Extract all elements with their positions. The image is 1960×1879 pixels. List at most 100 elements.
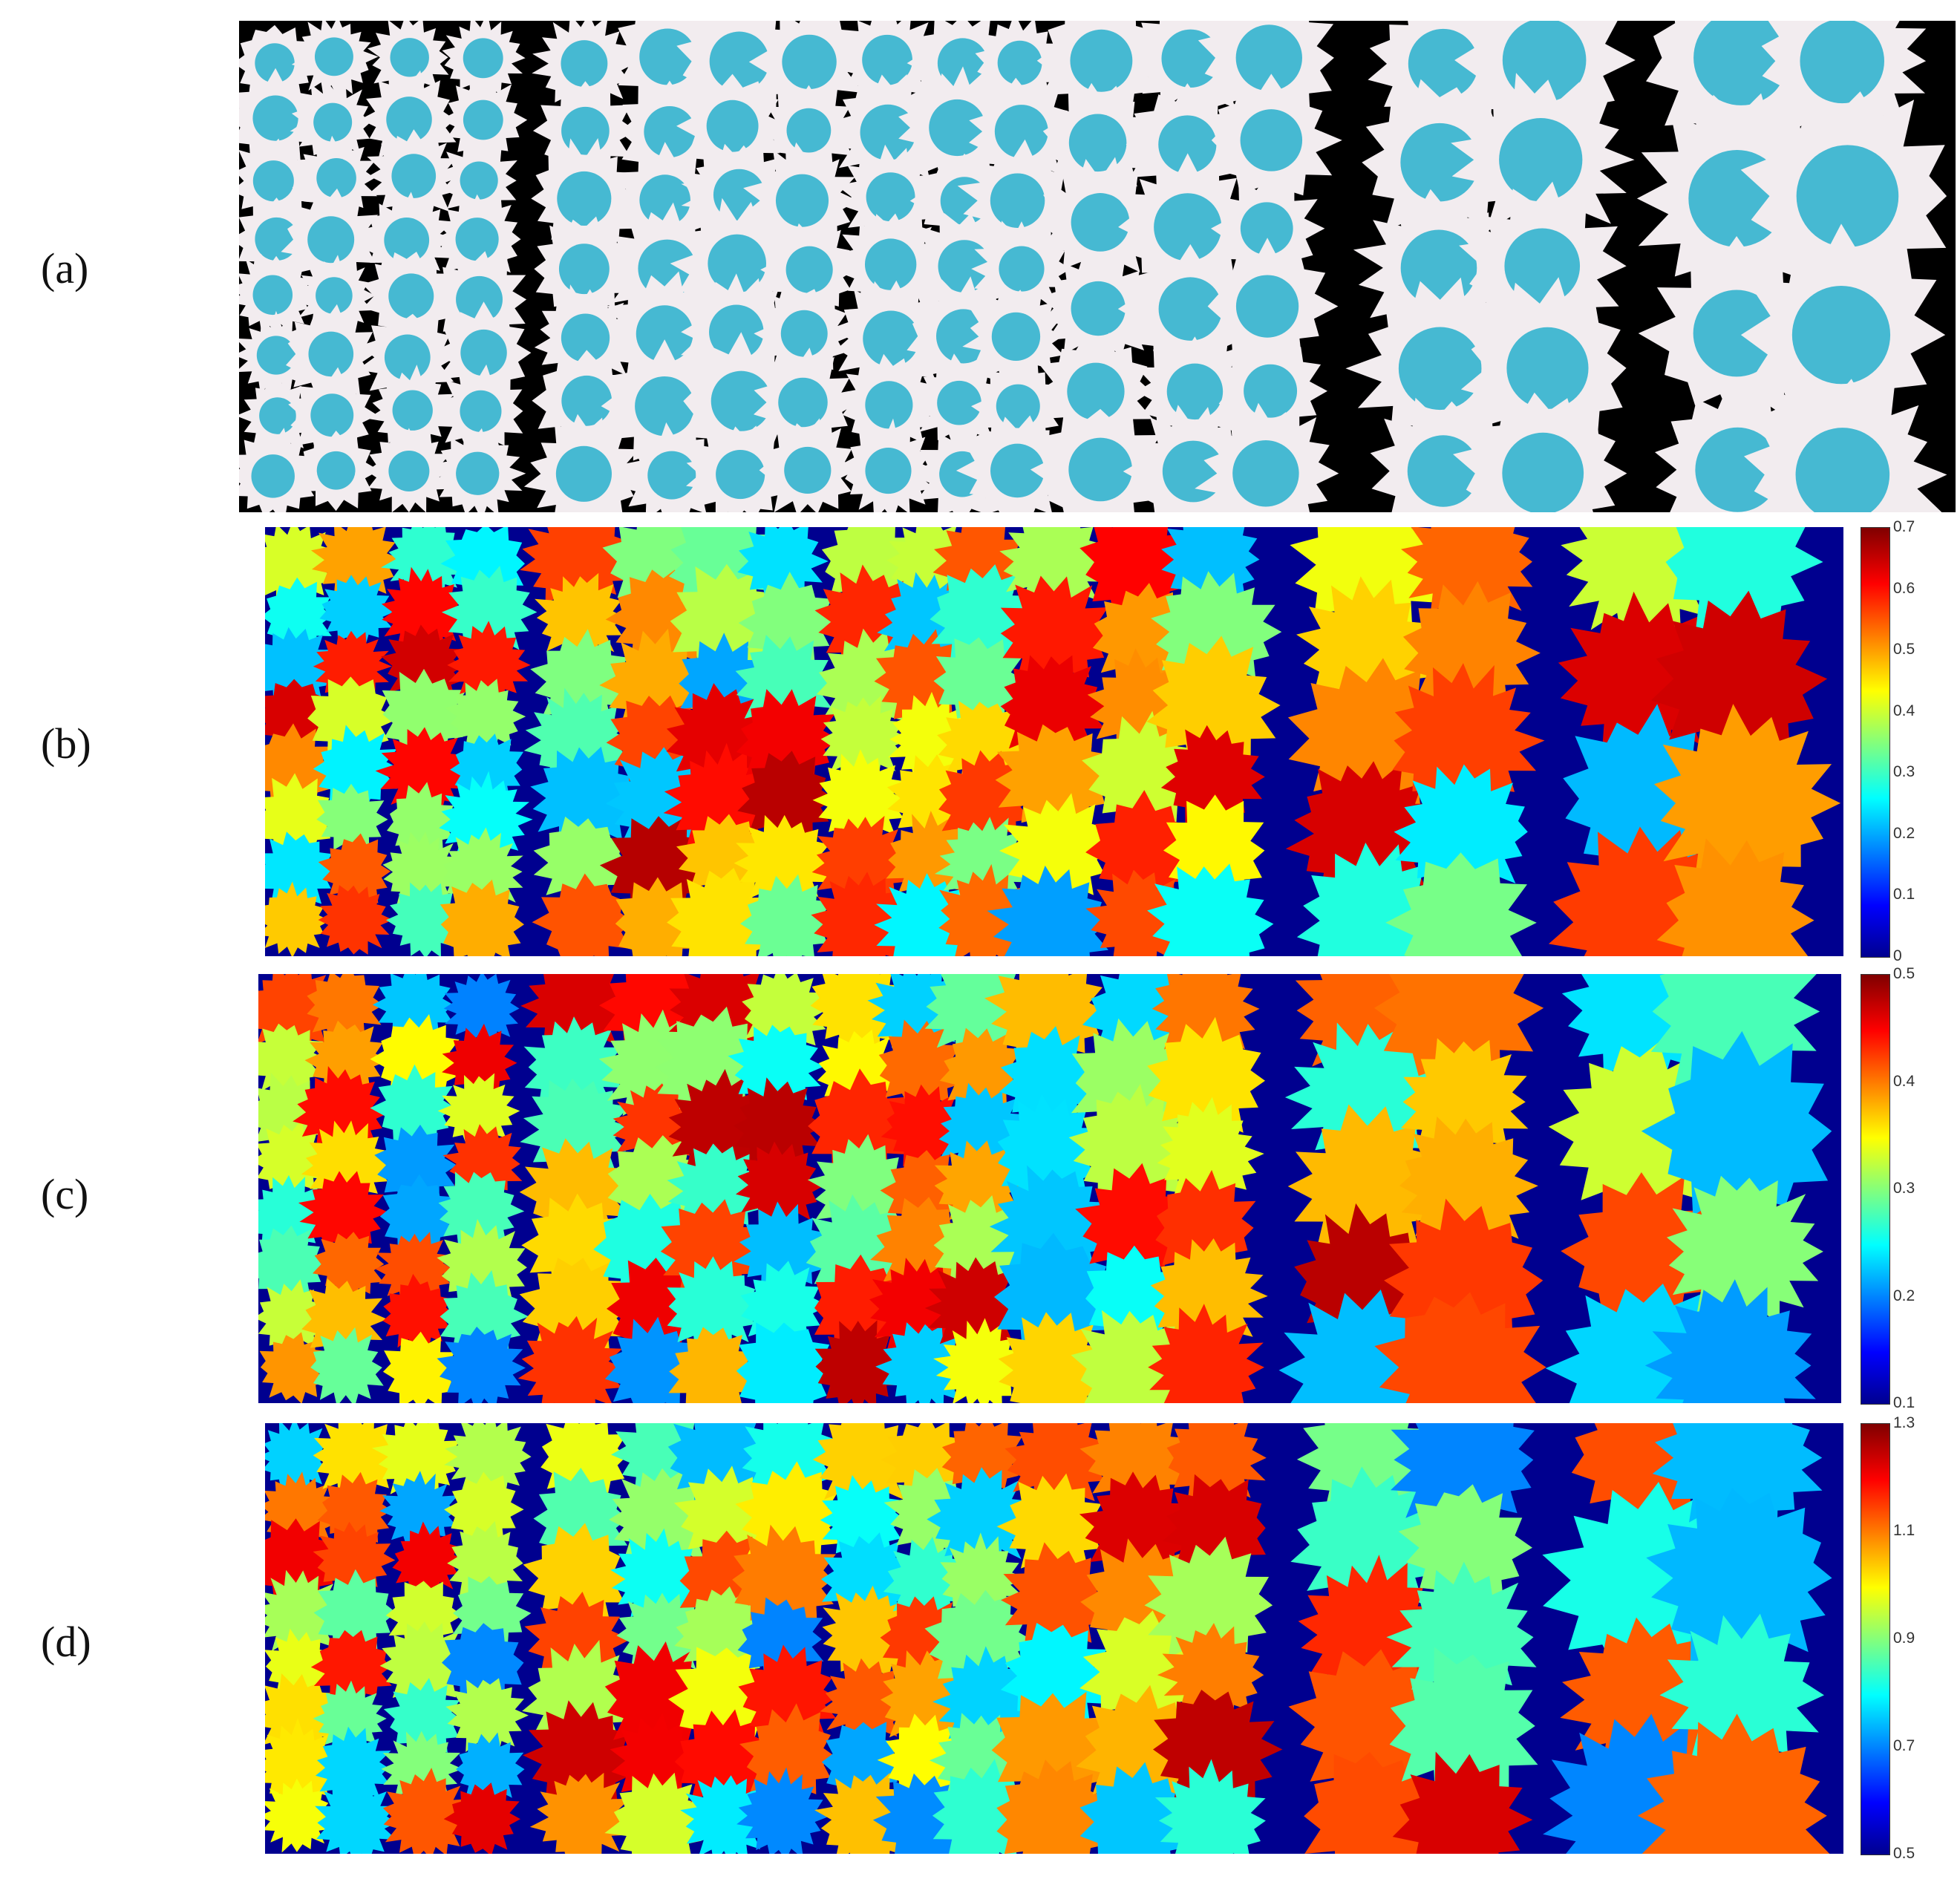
flower-blob bbox=[315, 1781, 397, 1854]
flower-center bbox=[463, 99, 503, 140]
flower-center bbox=[390, 38, 429, 77]
flower-center bbox=[561, 375, 612, 426]
flower-blob bbox=[1399, 1116, 1538, 1257]
flower-center bbox=[862, 34, 912, 85]
flower-blob bbox=[604, 1772, 707, 1854]
flower-center bbox=[561, 40, 608, 88]
flower-blob bbox=[310, 1630, 392, 1706]
flower-blob bbox=[927, 1467, 1030, 1574]
flower-blob bbox=[996, 1759, 1112, 1854]
flower-blob bbox=[733, 1077, 826, 1168]
flower-blob bbox=[1560, 1617, 1731, 1785]
flower-blob bbox=[739, 1703, 835, 1809]
flower-center bbox=[1800, 21, 1884, 104]
flower-blob bbox=[1398, 1484, 1532, 1612]
flower-center bbox=[561, 313, 610, 362]
flower-center bbox=[996, 384, 1040, 428]
colorbar-b-tick: 0 bbox=[1893, 947, 1902, 964]
flower-center bbox=[938, 240, 991, 293]
colorbar-c-tick: 0.1 bbox=[1893, 1394, 1915, 1411]
flower-center bbox=[647, 451, 696, 500]
flower-map-b bbox=[265, 527, 1841, 956]
flower-center bbox=[863, 310, 919, 367]
flower-blob bbox=[307, 974, 384, 1047]
flower-center bbox=[1240, 202, 1293, 255]
flower-blob bbox=[374, 1124, 457, 1203]
flower-blob bbox=[996, 1473, 1108, 1581]
flower-center bbox=[1067, 362, 1125, 420]
flower-blob bbox=[440, 879, 524, 956]
flower-center bbox=[388, 450, 430, 491]
colorbar-c-tick: 0.2 bbox=[1893, 1287, 1915, 1304]
panel-label-a: (a) bbox=[41, 244, 89, 293]
flower-blob bbox=[1000, 575, 1111, 693]
colorbar-c-tick: 0.3 bbox=[1893, 1180, 1915, 1197]
flower-blob bbox=[445, 1678, 529, 1756]
panel-label-b: (b) bbox=[41, 719, 91, 768]
flower-center bbox=[456, 275, 503, 323]
flower-blob bbox=[1374, 974, 1544, 1091]
panel-a-photo bbox=[239, 21, 1956, 512]
flower-blob bbox=[383, 1678, 460, 1759]
flower-blob bbox=[456, 1732, 525, 1803]
flower-center bbox=[460, 390, 502, 432]
colorbar-d bbox=[1861, 1423, 1890, 1855]
flower-center bbox=[708, 234, 766, 293]
flower-center bbox=[558, 244, 610, 295]
colorbar-c bbox=[1861, 974, 1890, 1405]
flower-center bbox=[1068, 437, 1132, 502]
flower-center bbox=[314, 37, 353, 76]
flower-center bbox=[463, 38, 503, 79]
flower-center bbox=[1071, 193, 1130, 252]
flower-center bbox=[775, 174, 829, 227]
flower-blob bbox=[265, 773, 339, 858]
flower-center bbox=[1162, 440, 1224, 503]
colorbar-b-tick: 0.1 bbox=[1893, 886, 1915, 903]
flower-center bbox=[307, 216, 355, 264]
flower-blob bbox=[437, 1327, 526, 1403]
flower-blob bbox=[265, 1423, 328, 1496]
flower-blob bbox=[387, 782, 458, 860]
flower-blob bbox=[1374, 1292, 1546, 1403]
flower-center bbox=[1407, 435, 1480, 507]
flower-blob bbox=[1162, 1474, 1266, 1582]
flower-center bbox=[386, 97, 432, 143]
flower-map-d bbox=[265, 1423, 1832, 1854]
flower-blob bbox=[532, 873, 633, 956]
flower-center bbox=[557, 171, 612, 226]
panel-d-map bbox=[265, 1423, 1843, 1854]
flower-blob bbox=[374, 1232, 452, 1310]
flower-center bbox=[316, 451, 356, 490]
flower-center bbox=[259, 397, 296, 434]
flower-blob bbox=[740, 874, 837, 956]
flower-center bbox=[644, 105, 696, 158]
flower-blob bbox=[604, 1316, 698, 1403]
flower-blob bbox=[1644, 1279, 1816, 1403]
flower-center bbox=[1235, 24, 1302, 91]
panel-label-d: (d) bbox=[41, 1618, 91, 1666]
flower-center bbox=[313, 102, 353, 142]
flower-blob bbox=[445, 679, 526, 751]
flower-blob bbox=[442, 1623, 524, 1706]
flower-blob bbox=[1665, 527, 1823, 645]
flower-center bbox=[384, 334, 431, 381]
flower-blob bbox=[316, 783, 388, 855]
flower-blob bbox=[382, 1331, 459, 1403]
flower-center bbox=[308, 331, 354, 377]
flower-center bbox=[1070, 29, 1133, 92]
flower-blob bbox=[520, 527, 632, 613]
flower-center bbox=[786, 108, 832, 153]
flower-center bbox=[709, 304, 764, 360]
flower-center bbox=[784, 446, 832, 494]
flower-center bbox=[392, 390, 433, 431]
flower-center bbox=[1408, 28, 1478, 99]
flower-center bbox=[256, 336, 296, 375]
flower-blob bbox=[382, 1768, 473, 1854]
flower-center bbox=[937, 38, 988, 88]
flower-blob bbox=[317, 1471, 393, 1546]
flower-center bbox=[1068, 114, 1127, 172]
flower-center bbox=[1398, 327, 1482, 411]
flower-blob bbox=[259, 1332, 333, 1403]
flower-center bbox=[455, 218, 499, 261]
flower-center bbox=[1235, 275, 1299, 338]
